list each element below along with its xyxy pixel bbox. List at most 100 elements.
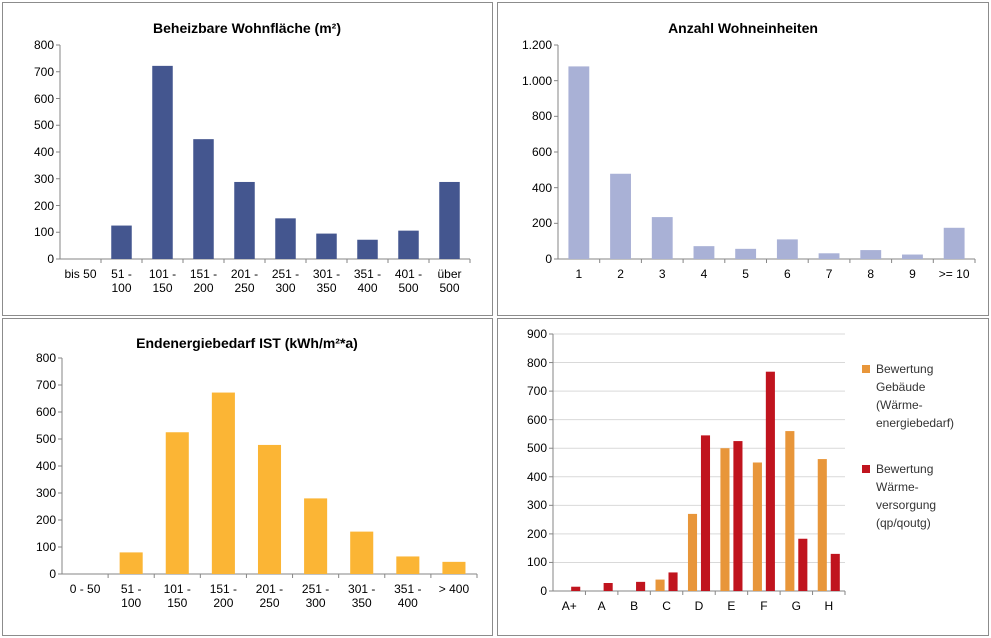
bar <box>651 217 673 259</box>
bar <box>211 392 235 574</box>
y-tick-label: 0 <box>540 584 547 598</box>
legend-label: Bewertung Gebäude (Wärme-energiebedarf) <box>876 362 955 430</box>
bar <box>316 233 337 259</box>
x-tick-label: 401 - 500 <box>394 267 423 295</box>
bar <box>817 459 827 591</box>
bar <box>610 173 631 259</box>
x-tick-label: 5 <box>742 267 749 281</box>
x-tick-label: C <box>662 599 671 613</box>
bar <box>752 462 762 591</box>
x-tick-label: 51 - 100 <box>111 267 132 295</box>
bar <box>257 444 282 574</box>
x-tick-label: 51 - 100 <box>120 582 142 610</box>
bar <box>636 581 646 591</box>
y-tick-label: 700 <box>33 64 54 79</box>
y-tick-label: 500 <box>35 432 56 446</box>
bar <box>439 181 460 259</box>
x-tick-label: 4 <box>700 267 708 281</box>
x-tick-label: 251 - 300 <box>271 267 300 295</box>
y-tick-label: 200 <box>531 216 552 231</box>
y-tick-label: 100 <box>35 540 56 554</box>
x-tick-label: 151 - 200 <box>209 582 238 610</box>
y-tick-label: 200 <box>526 526 547 541</box>
y-tick-label: 500 <box>526 441 547 456</box>
bar <box>687 513 698 591</box>
x-tick-label: B <box>630 599 639 613</box>
bar <box>798 538 808 591</box>
x-tick-label: 2 <box>617 267 624 281</box>
x-tick-label: 301 - 350 <box>348 582 376 610</box>
x-tick-label: > 400 <box>438 582 470 596</box>
x-tick-label: 101 - 150 <box>148 267 177 295</box>
y-tick-label: 400 <box>35 459 56 473</box>
y-tick-label: 300 <box>526 498 547 513</box>
bar <box>776 239 798 259</box>
bar <box>119 552 143 574</box>
legend-swatch <box>862 365 870 373</box>
bar <box>668 572 678 591</box>
chart-title: Endenergiebedarf IST (kWh/m²*a) <box>136 335 358 351</box>
y-tick-label: 200 <box>35 513 56 527</box>
x-tick-label: F <box>760 599 768 613</box>
bar <box>733 441 743 591</box>
x-tick-label: 9 <box>909 267 916 281</box>
bar <box>785 431 795 591</box>
y-tick-label: 0 <box>47 252 54 266</box>
bar <box>193 139 214 259</box>
y-tick-label: 500 <box>33 118 54 133</box>
x-tick-label: 8 <box>867 267 875 281</box>
x-tick-label: bis 50 <box>64 267 97 281</box>
y-tick-label: 800 <box>526 355 547 370</box>
bar <box>398 230 419 259</box>
x-tick-label: über 500 <box>437 267 462 295</box>
x-tick-label: 151 - 200 <box>189 267 218 295</box>
x-tick-label: 351 - 400 <box>394 582 422 610</box>
x-tick-label: G <box>791 599 801 613</box>
bar <box>152 65 173 260</box>
y-tick-label: 700 <box>35 378 56 392</box>
bar <box>655 579 665 591</box>
x-tick-label: D <box>694 599 704 613</box>
y-tick-label: 400 <box>33 145 54 159</box>
x-tick-label: E <box>727 599 736 613</box>
bar <box>603 583 613 591</box>
x-tick-label: 6 <box>783 267 791 281</box>
x-tick-label: A <box>597 599 606 613</box>
bar <box>765 371 775 591</box>
bar <box>902 254 923 259</box>
x-tick-label: A+ <box>561 599 577 613</box>
x-tick-label: 301 - 350 <box>312 267 341 295</box>
bar <box>720 448 730 591</box>
x-tick-label: 101 - 150 <box>163 582 191 610</box>
y-tick-label: 0 <box>49 567 56 581</box>
x-tick-label: 3 <box>658 267 666 281</box>
x-tick-label: 351 - 400 <box>353 267 382 295</box>
x-tick-label: 201 - 250 <box>230 267 259 295</box>
panel <box>2 2 493 316</box>
y-tick-label: 300 <box>35 486 56 500</box>
chart-title: Beheizbare Wohnfläche (m²) <box>153 20 341 36</box>
bar <box>111 225 132 259</box>
bar <box>571 586 581 591</box>
y-tick-label: 900 <box>526 327 547 341</box>
bar <box>165 432 189 574</box>
bar <box>860 250 882 259</box>
y-tick-label: 600 <box>33 91 54 106</box>
legend-swatch <box>862 465 870 473</box>
bar <box>735 248 757 259</box>
y-tick-label: 800 <box>531 109 552 124</box>
legend-label: Bewertung Wärme-versorgung (qp/qoutg) <box>876 462 937 530</box>
y-tick-label: 300 <box>33 171 54 186</box>
bar <box>357 239 378 259</box>
y-tick-label: 100 <box>33 225 54 240</box>
x-tick-label: 201 - 250 <box>255 582 284 610</box>
y-tick-label: 800 <box>35 351 56 365</box>
x-tick-label: >= 10 <box>938 267 970 281</box>
bar <box>943 227 965 259</box>
bar <box>304 498 328 574</box>
panel <box>2 318 493 636</box>
bar <box>396 556 420 574</box>
x-tick-label: 7 <box>825 267 833 281</box>
